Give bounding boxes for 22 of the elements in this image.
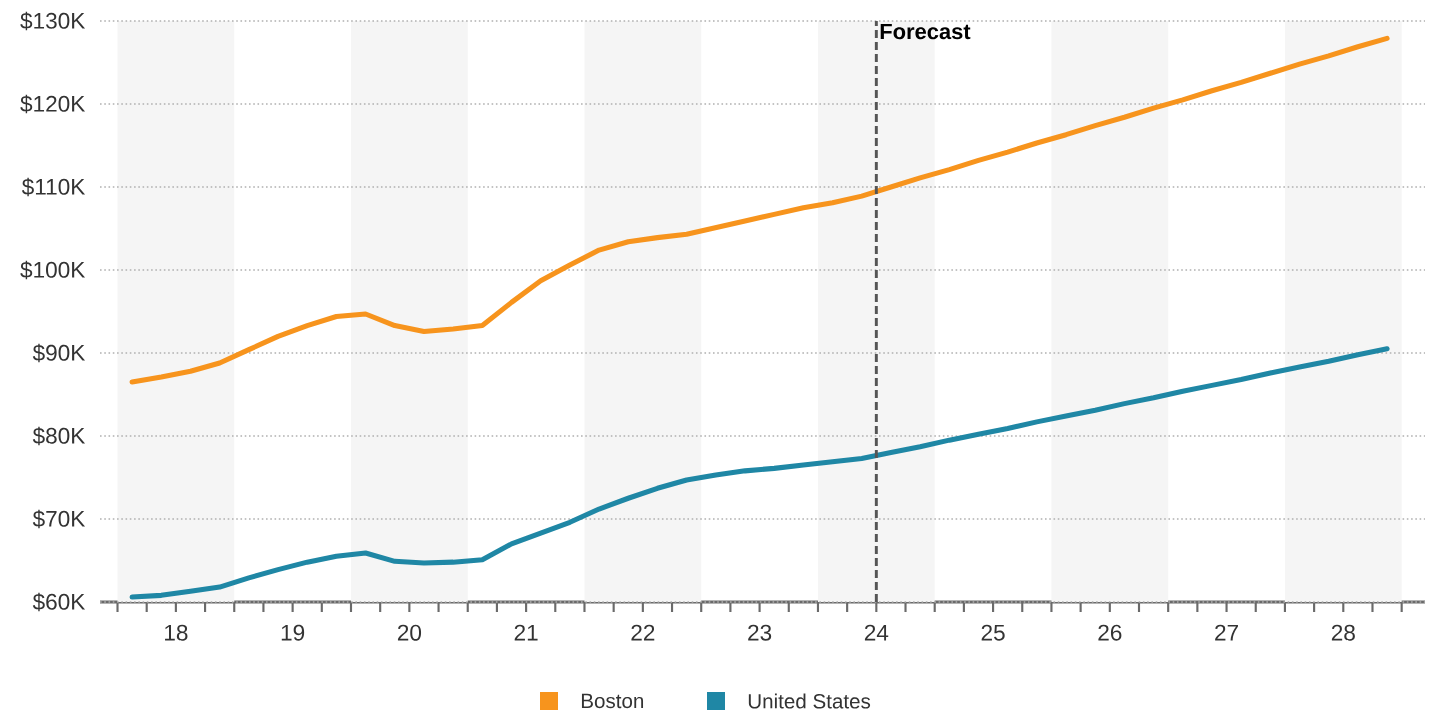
y-tick-label: $60K	[32, 592, 86, 612]
x-tick-label: 25	[981, 624, 1005, 641]
legend-label: Boston	[581, 693, 644, 709]
x-tick-label: 19	[281, 624, 305, 641]
x-tick-label: 26	[1098, 624, 1122, 641]
x-tick-label: 27	[1215, 624, 1238, 641]
x-tick-label: 28	[1331, 624, 1355, 641]
x-tick-label: 20	[397, 624, 422, 641]
x-tick-label: 24	[864, 624, 889, 641]
x-tick-label: 18	[165, 624, 188, 641]
y-tick-label: $70K	[32, 509, 86, 529]
y-tick-label: $120K	[20, 94, 86, 114]
x-tick-label: 23	[748, 624, 772, 641]
x-tick-label: 22	[631, 624, 655, 641]
x-tick-label: 21	[514, 624, 538, 641]
ref-line-label: Forecast	[880, 23, 971, 40]
y-tick-label: $90K	[32, 343, 86, 363]
legend-label: United States	[748, 693, 871, 709]
y-tick-label: $130K	[20, 11, 86, 31]
y-tick-label: $80K	[32, 426, 86, 446]
y-tick-label: $110K	[21, 177, 86, 197]
y-tick-label: $100K	[20, 260, 86, 280]
